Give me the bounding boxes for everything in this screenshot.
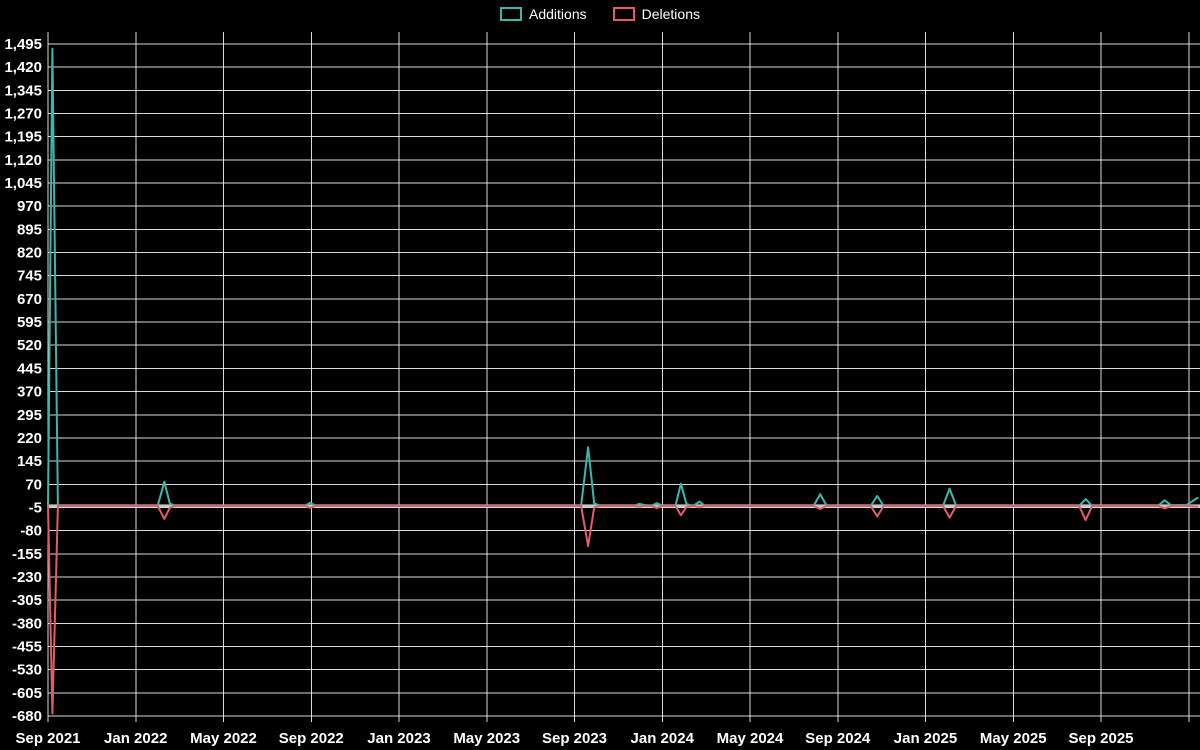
y-tick-label: -305	[12, 592, 42, 609]
x-tick-label: Jan 2023	[367, 730, 430, 747]
y-tick-label: 970	[17, 198, 42, 215]
y-tick-label: 595	[17, 314, 42, 331]
y-tick-label: 745	[17, 268, 42, 285]
chart-legend: Additions Deletions	[0, 7, 1200, 21]
x-axis-labels: Sep 2021 Jan 2022 May 2022 Sep 2022 Jan 2023…	[15, 730, 1133, 747]
legend-label-additions: Additions	[529, 6, 587, 22]
x-tick-label: May 2022	[190, 730, 257, 747]
y-tick-label: -80	[20, 523, 42, 540]
y-tick-label: 520	[17, 337, 42, 354]
x-tick-label: Sep 2022	[279, 730, 344, 747]
y-tick-label: 670	[17, 291, 42, 308]
y-tick-label: -455	[12, 638, 42, 655]
y-tick-label: 1,495	[4, 36, 42, 53]
y-tick-label: 1,270	[4, 106, 42, 123]
x-tick-label: Jan 2022	[104, 730, 167, 747]
y-tick-label: 145	[17, 453, 42, 470]
y-tick-label: -530	[12, 662, 42, 679]
data-series	[47, 47, 1199, 715]
y-tick-label: 895	[17, 221, 42, 238]
y-tick-label: -380	[12, 615, 42, 632]
x-tick-label: Sep 2021	[15, 730, 80, 747]
additions-line	[47, 47, 1199, 507]
y-tick-label: -680	[12, 708, 42, 725]
grid-lines	[47, 32, 1200, 722]
y-tick-label: 70	[25, 476, 42, 493]
x-tick-label: Jan 2025	[894, 730, 957, 747]
deletions-line	[47, 504, 1199, 715]
y-tick-label: -230	[12, 569, 42, 586]
deletions-swatch-icon	[612, 7, 635, 21]
legend-item-additions[interactable]: Additions	[500, 7, 587, 21]
y-tick-label: 1,120	[4, 152, 42, 169]
y-tick-label: 820	[17, 245, 42, 262]
x-tick-label: May 2023	[453, 730, 520, 747]
y-tick-label: 1,420	[4, 59, 42, 76]
y-tick-label: 1,345	[4, 82, 42, 99]
y-tick-label: 295	[17, 407, 42, 424]
x-tick-label: May 2025	[980, 730, 1047, 747]
x-tick-label: Sep 2025	[1068, 730, 1133, 747]
y-tick-label: 1,195	[4, 129, 42, 146]
y-tick-label: 220	[17, 430, 42, 447]
additions-swatch-icon	[500, 7, 523, 21]
y-tick-label: -605	[12, 685, 42, 702]
y-tick-label: -155	[12, 546, 42, 563]
legend-label-deletions: Deletions	[641, 6, 700, 22]
y-axis-labels: 1,495 1,420 1,345 1,270 1,195 1,120 1,045 970 89…	[4, 36, 42, 725]
x-tick-label: Sep 2023	[542, 730, 607, 747]
x-tick-label: May 2024	[717, 730, 784, 747]
y-tick-label: 445	[17, 360, 42, 377]
legend-item-deletions[interactable]: Deletions	[612, 6, 700, 22]
x-tick-label: Sep 2024	[805, 730, 871, 747]
y-tick-label: 370	[17, 384, 42, 401]
x-tick-label: Jan 2024	[631, 730, 695, 747]
y-tick-label: 1,045	[4, 175, 42, 192]
y-tick-label: -5	[29, 499, 42, 516]
